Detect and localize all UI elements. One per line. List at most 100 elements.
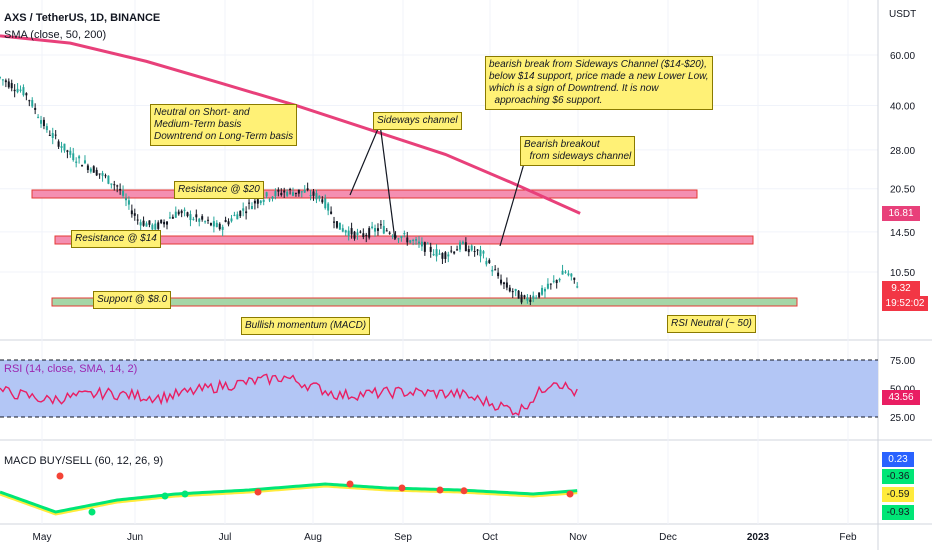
macd-pane: [0, 472, 578, 516]
annotation-arrow: [379, 123, 396, 241]
candle-body: [57, 141, 60, 147]
price-axis[interactable]: 60.00 40.00 28.00 20.50 14.50 10.50: [890, 51, 915, 279]
candle-body: [485, 261, 488, 265]
candle-body: [180, 210, 183, 214]
candle-body: [459, 242, 462, 250]
candle-body: [297, 189, 300, 194]
candle-body: [552, 280, 555, 282]
candle-body: [429, 246, 432, 252]
candle-body: [160, 219, 163, 224]
candle-body: [66, 150, 69, 152]
candle-body: [271, 196, 274, 199]
candle-body: [321, 199, 324, 203]
candle-body: [174, 211, 177, 218]
candle-body: [388, 232, 391, 234]
candle-body: [130, 210, 133, 215]
candle-body: [248, 202, 251, 204]
candle-body: [186, 212, 189, 217]
candle-body: [42, 119, 45, 127]
macd-tag-1: 0.23: [882, 452, 914, 467]
candle-body: [447, 254, 450, 257]
time-tick-label: Sep: [394, 532, 412, 543]
candle-body: [426, 243, 429, 245]
candle-body: [532, 295, 535, 299]
candle-body: [502, 282, 505, 285]
candle-body: [142, 220, 145, 226]
candle-body: [75, 161, 78, 163]
candle-body: [163, 221, 166, 225]
macd-signal-dot: [436, 486, 444, 494]
symbol-title[interactable]: AXS / TetherUS, 1D, BINANCE: [4, 12, 161, 24]
candle-body: [151, 224, 154, 230]
candle-body: [107, 175, 110, 184]
candle-body: [253, 200, 256, 204]
time-axis[interactable]: May Jun Jul Aug Sep Oct Nov Dec 2023 Feb: [33, 532, 858, 543]
macd-signal-dot: [566, 490, 574, 498]
candle-body: [286, 191, 289, 196]
rsi-label[interactable]: RSI (14, close, SMA, 14, 2): [4, 363, 138, 375]
candle-body: [338, 222, 341, 230]
candle-body: [374, 228, 377, 232]
candle-body: [365, 234, 368, 237]
rsi-tick-label: 75.00: [890, 356, 915, 367]
candle-body: [441, 253, 444, 259]
time-tick-label: Aug: [304, 532, 322, 543]
macd-signal-dot: [161, 492, 169, 500]
candle-body: [456, 249, 459, 251]
price-tick-label: 20.50: [890, 185, 915, 196]
candle-body: [133, 213, 136, 216]
candle-body: [157, 222, 160, 229]
label-support-8: Support @ $8.0: [93, 291, 172, 309]
candle-body: [283, 190, 286, 193]
candle-body: [359, 231, 362, 233]
candle-body: [22, 87, 25, 96]
candle-body: [40, 120, 43, 124]
candle-body: [136, 219, 139, 221]
candle-body: [382, 225, 385, 234]
candle-body: [461, 241, 464, 244]
candle-body: [505, 282, 508, 288]
level-zones: [31, 189, 798, 307]
candle-body: [385, 230, 388, 232]
candle-body: [306, 188, 309, 190]
candle-body: [335, 221, 338, 228]
candle-body: [221, 226, 224, 230]
candle-body: [37, 116, 40, 118]
countdown-tag: 19:52:02: [882, 296, 928, 311]
sma-indicator-label[interactable]: SMA (close, 50, 200): [4, 29, 107, 41]
label-resistance-14: Resistance @ $14: [71, 230, 161, 248]
candle-body: [500, 279, 503, 284]
candle-body: [1, 79, 4, 81]
candle-body: [470, 245, 473, 251]
candle-body: [292, 192, 294, 196]
candle-body: [268, 199, 271, 201]
price-tick-label: 28.00: [890, 146, 915, 157]
time-tick-label: Nov: [569, 532, 587, 543]
candle-body: [341, 228, 344, 232]
candle-body: [54, 134, 57, 136]
macd-tag-4: -0.93: [882, 505, 914, 520]
candle-body: [312, 191, 315, 196]
candle-body: [239, 210, 242, 217]
candle-body: [104, 175, 107, 177]
candle-body: [570, 273, 573, 277]
candle-body: [318, 195, 321, 199]
candle-body: [48, 134, 51, 136]
macd-label[interactable]: MACD BUY/SELL (60, 12, 26, 9): [4, 455, 164, 467]
label-bullish-macd: Bullish momentum (MACD): [241, 317, 371, 335]
candle-body: [409, 240, 412, 243]
candle-body: [541, 287, 544, 295]
candle-body: [139, 222, 142, 226]
time-tick-label: 2023: [747, 532, 770, 543]
candle-body: [168, 217, 171, 219]
candle-body: [201, 216, 204, 220]
candle-body: [98, 173, 101, 175]
candle-body: [183, 209, 186, 211]
macd-line: [0, 482, 578, 514]
candle-body: [294, 192, 297, 194]
candle-body: [113, 184, 116, 186]
candle-body: [467, 249, 470, 253]
